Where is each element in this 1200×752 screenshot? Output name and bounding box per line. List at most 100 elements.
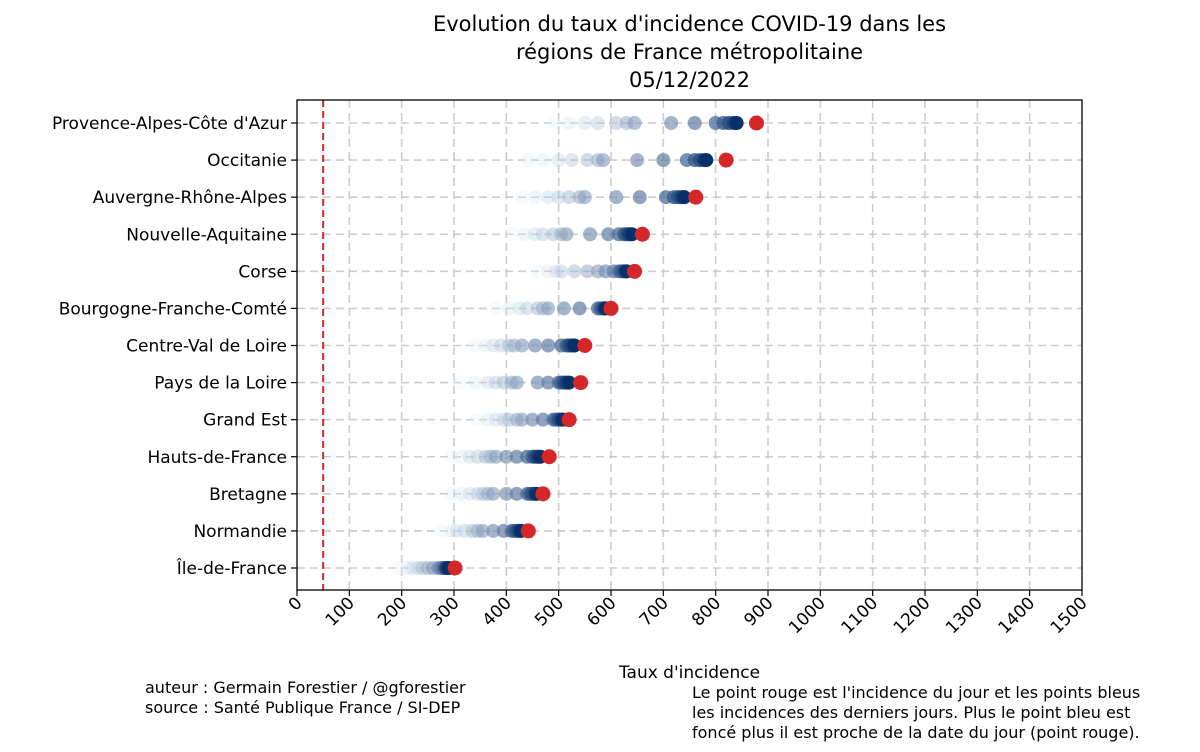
history-point [488,449,503,464]
history-point [541,190,556,205]
history-point [467,338,482,353]
today-point [748,115,764,131]
history-point [609,190,624,205]
history-point [494,338,509,353]
history-point [699,153,714,168]
today-point [627,263,643,279]
history-point [677,190,692,205]
x-tick-label: 1500 [1047,593,1092,638]
history-point [444,449,459,464]
history-point [530,375,545,390]
y-tick-label: Provence-Alpes-Côte d'Azur [52,114,287,134]
history-point [564,153,579,168]
history-point [457,523,472,538]
history-point [551,153,566,168]
source-credit: source : Santé Publique France / SI-DEP [145,698,461,717]
y-tick-label: Corse [238,262,287,282]
history-point [609,116,624,130]
today-point [688,189,704,205]
history-point [501,301,516,316]
history-point [449,523,464,538]
y-tick-label: Île-de-France [176,557,287,579]
history-point [486,338,501,353]
legend-note-line-3: foncé plus il est proche de la date du j… [692,723,1140,742]
history-point [496,412,511,427]
history-point [515,338,530,353]
today-point [447,560,463,576]
history-point [567,264,582,279]
history-point [509,486,524,501]
history-point [562,190,577,205]
x-tick-label: 1400 [994,593,1039,638]
history-point [517,227,532,242]
history-point [504,227,519,242]
history-point [410,561,425,575]
history-point [530,264,545,279]
history-point [577,116,592,130]
y-tick-label: Hauts-de-France [147,448,287,468]
history-point [454,486,469,501]
today-point [541,449,557,465]
y-tick-label: Normandie [193,522,287,542]
x-tick-label: 600 [583,593,620,630]
history-point [405,561,420,575]
history-point [520,153,535,168]
history-point [454,449,469,464]
history-point [486,523,501,538]
today-point [573,375,589,391]
history-point [525,412,540,427]
x-tick-label: 900 [740,593,777,630]
today-point [718,152,734,168]
history-point [549,264,564,279]
history-point [470,486,485,501]
history-point [512,301,527,316]
chart-title-line-2: régions de France métropolitaine [515,40,864,64]
history-point [488,375,503,390]
history-point [554,264,569,279]
history-point [462,486,477,501]
history-point [499,486,514,501]
history-point [470,412,485,427]
history-point [729,116,744,130]
history-point [572,301,587,316]
y-tick-label: Auvergne-Rhône-Alpes [93,188,287,208]
history-point [444,486,459,501]
history-point [577,190,592,205]
x-tick-label: 1100 [837,593,882,638]
history-point [499,449,514,464]
history-point [664,116,679,130]
history-point [488,412,503,427]
y-tick-label: Pays de la Loire [154,374,287,394]
history-point [444,523,459,538]
history-point [580,264,595,279]
x-tick-label: 700 [636,593,673,630]
chart-title-line-3: 05/12/2022 [628,68,751,92]
history-point [541,375,556,390]
history-point [556,301,571,316]
history-point [475,523,490,538]
history-point [627,116,642,130]
y-tick-label: Occitanie [207,151,287,171]
history-point [515,412,530,427]
history-point [562,116,577,130]
y-tick-label: Bretagne [209,485,287,505]
x-tick-label: 500 [531,593,568,630]
today-point [634,226,650,242]
history-point [656,153,671,168]
y-tick-label: Grand Est [203,411,287,431]
history-point [478,338,493,353]
chart-title-line-1: Evolution du taux d'incidence COVID-19 d… [432,12,947,36]
today-point [603,300,619,316]
history-point [541,264,556,279]
history-point [567,338,582,353]
history-point [535,412,550,427]
history-point [515,190,530,205]
history-point [559,227,574,242]
history-point [467,375,482,390]
today-point [535,486,551,502]
history-point [580,153,595,168]
history-point [399,561,414,575]
x-tick-label: 200 [374,593,411,630]
history-point [601,227,616,242]
